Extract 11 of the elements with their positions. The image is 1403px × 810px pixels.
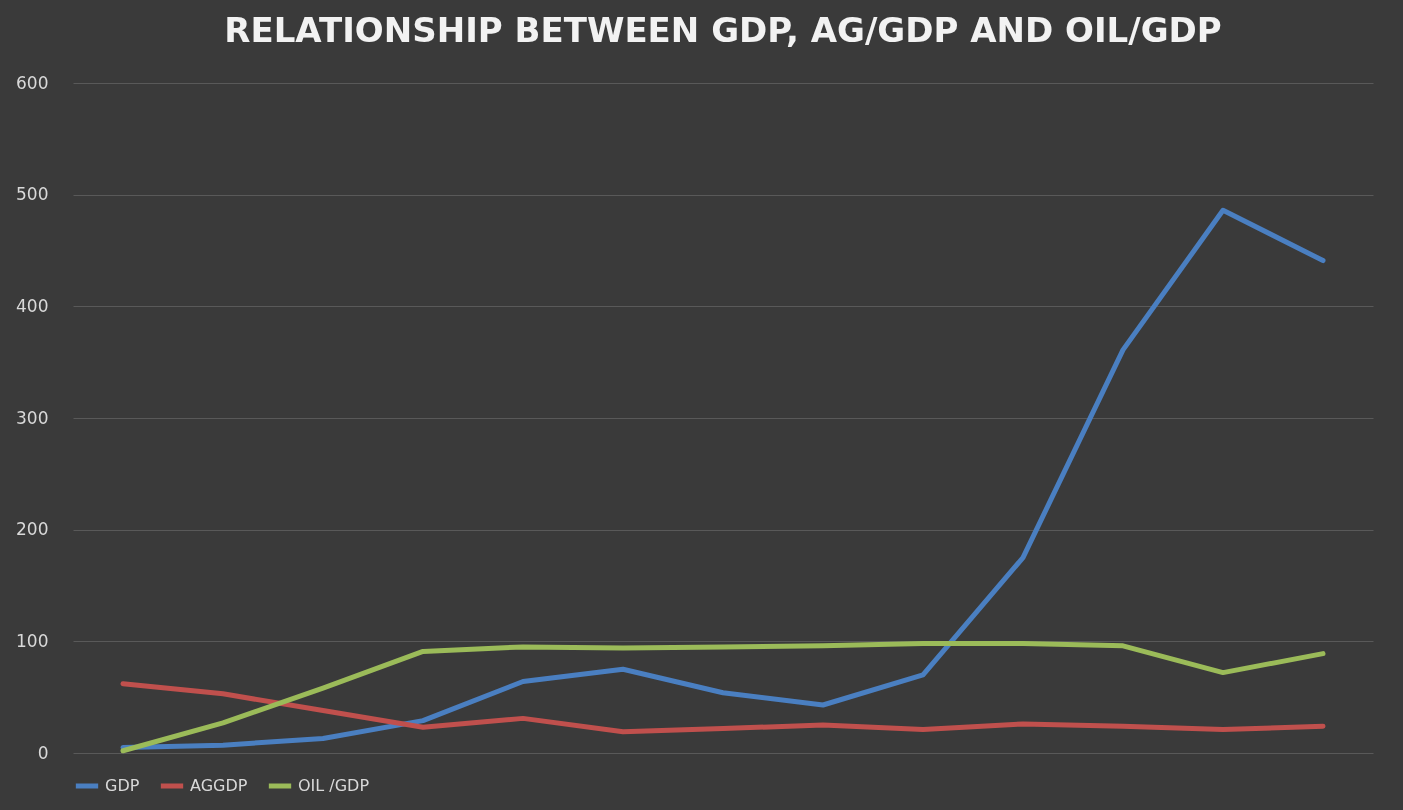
y-tick-label: 100 xyxy=(16,630,49,651)
legend-label: OIL /GDP xyxy=(298,776,370,795)
legend-label: AGGDP xyxy=(190,776,248,795)
y-tick-label: 500 xyxy=(16,184,49,205)
y-tick-label: 300 xyxy=(16,407,49,428)
chart-title: RELATIONSHIP BETWEEN GDP, AG/GDP AND OIL/GDP xyxy=(224,10,1222,50)
y-tick-label: 600 xyxy=(16,72,49,93)
legend-label: GDP xyxy=(105,776,140,795)
y-tick-label: 0 xyxy=(37,742,49,763)
y-tick-label: 400 xyxy=(16,295,49,316)
y-tick-label: 200 xyxy=(16,519,49,540)
